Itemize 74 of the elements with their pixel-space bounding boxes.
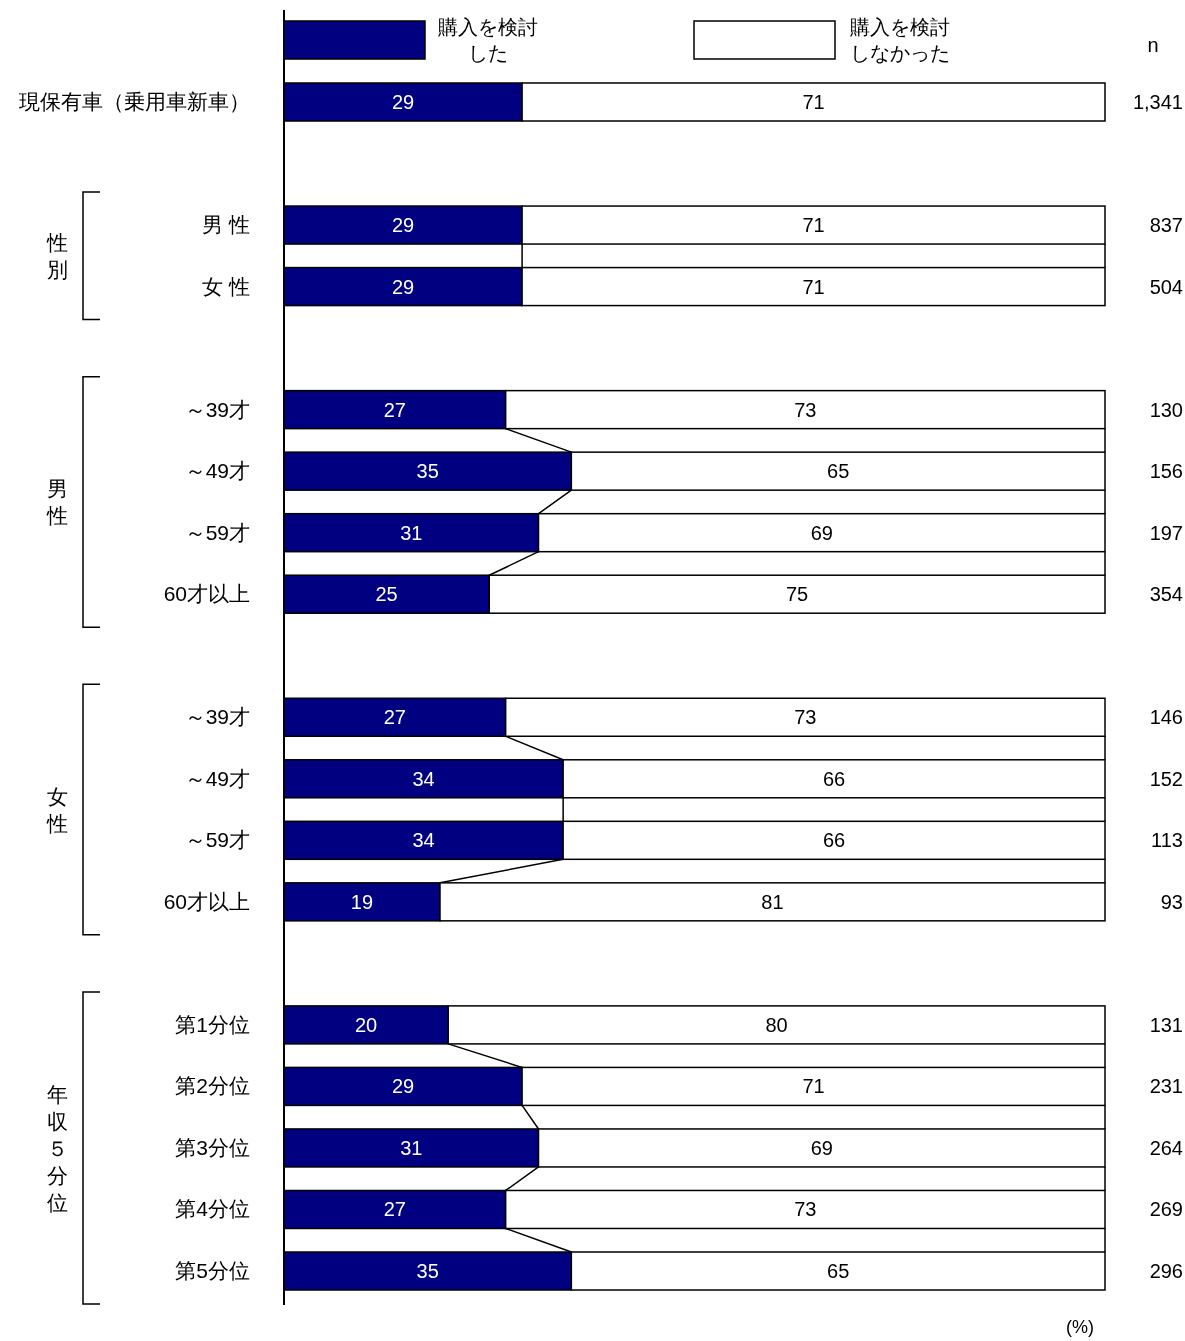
text: 130 — [1149, 398, 1183, 421]
data-label: 27 — [383, 706, 406, 729]
legend-item: 購入を検討しなかった — [693, 16, 950, 64]
text: (%) — [1066, 1317, 1094, 1337]
data-label: 25 — [375, 583, 398, 606]
data-label: 65 — [827, 1260, 850, 1282]
text: 504 — [1149, 275, 1183, 298]
y-tick-label: ～59才 — [184, 828, 250, 852]
y-tick-label: 男 性 — [202, 213, 250, 237]
text: 837 — [1149, 214, 1183, 237]
data-label: 69 — [810, 521, 833, 544]
text: 1,341 — [1132, 91, 1183, 113]
series-label: 購入を検討した — [438, 16, 538, 64]
data-label: 66 — [822, 767, 846, 790]
text: 93 — [1160, 890, 1183, 913]
data-label: 27 — [383, 1198, 406, 1221]
data-label: 29 — [391, 1075, 415, 1098]
data-label: 29 — [391, 91, 415, 113]
text: 269 — [1149, 1198, 1183, 1221]
data-label: 71 — [802, 275, 825, 298]
data-label: 71 — [802, 1075, 825, 1098]
data-label: 71 — [802, 214, 825, 237]
data-label: 29 — [391, 275, 415, 298]
y-tick-label: ～39才 — [184, 705, 250, 729]
y-tick-label: ～49才 — [184, 766, 250, 790]
legend-item: 購入を検討した — [283, 16, 538, 64]
data-label: 73 — [794, 1198, 817, 1221]
data-label: 80 — [765, 1013, 788, 1036]
y-tick-label: 女 性 — [202, 274, 250, 298]
data-label: 73 — [794, 706, 817, 729]
data-label: 29 — [391, 214, 415, 237]
y-tick-label: ～59才 — [184, 520, 250, 544]
y-tick-label: 第4分位 — [175, 1197, 250, 1221]
data-label: 35 — [416, 1260, 439, 1282]
text: 231 — [1149, 1075, 1183, 1098]
data-label: 81 — [761, 890, 784, 913]
data-label: 75 — [786, 583, 809, 606]
data-label: 31 — [400, 521, 423, 544]
text: 296 — [1149, 1260, 1183, 1282]
text: 女性 — [45, 785, 68, 836]
text: 264 — [1149, 1136, 1183, 1159]
data-label: 27 — [383, 398, 406, 421]
data-label: 19 — [350, 890, 374, 913]
data-label: 31 — [400, 1136, 423, 1159]
text: 156 — [1149, 460, 1183, 483]
text: 146 — [1149, 706, 1183, 729]
text: n — [1147, 34, 1159, 56]
text: 性別 — [45, 231, 68, 282]
text: 年収５分位 — [46, 1082, 68, 1214]
y-tick-label: 第2分位 — [175, 1074, 250, 1098]
y-tick-label: ～49才 — [184, 459, 250, 483]
y-tick-label: 第3分位 — [175, 1135, 250, 1159]
data-label: 35 — [416, 460, 439, 483]
text: 354 — [1149, 583, 1183, 606]
text: 男性 — [45, 477, 68, 528]
y-tick-label: ～39才 — [184, 397, 250, 421]
data-label: 65 — [827, 460, 850, 483]
data-label: 34 — [412, 767, 435, 790]
y-tick-label: 第1分位 — [175, 1012, 250, 1036]
data-label: 34 — [412, 829, 435, 852]
data-label: 66 — [822, 829, 846, 852]
y-tick-label: 第5分位 — [175, 1259, 250, 1282]
text: 152 — [1149, 767, 1183, 790]
data-label: 71 — [802, 91, 825, 113]
text: 131 — [1149, 1013, 1183, 1036]
data-label: 73 — [794, 398, 817, 421]
series-label: 購入を検討しなかった — [850, 16, 950, 64]
y-tick-label: 60才以上 — [163, 889, 250, 913]
y-tick-label: 現保有車（乗用車新車） — [19, 90, 250, 113]
y-tick-label: 60才以上 — [163, 582, 250, 606]
text: 113 — [1151, 829, 1183, 852]
data-label: 69 — [810, 1136, 833, 1159]
data-label: 20 — [354, 1013, 378, 1036]
text: 197 — [1149, 521, 1183, 544]
